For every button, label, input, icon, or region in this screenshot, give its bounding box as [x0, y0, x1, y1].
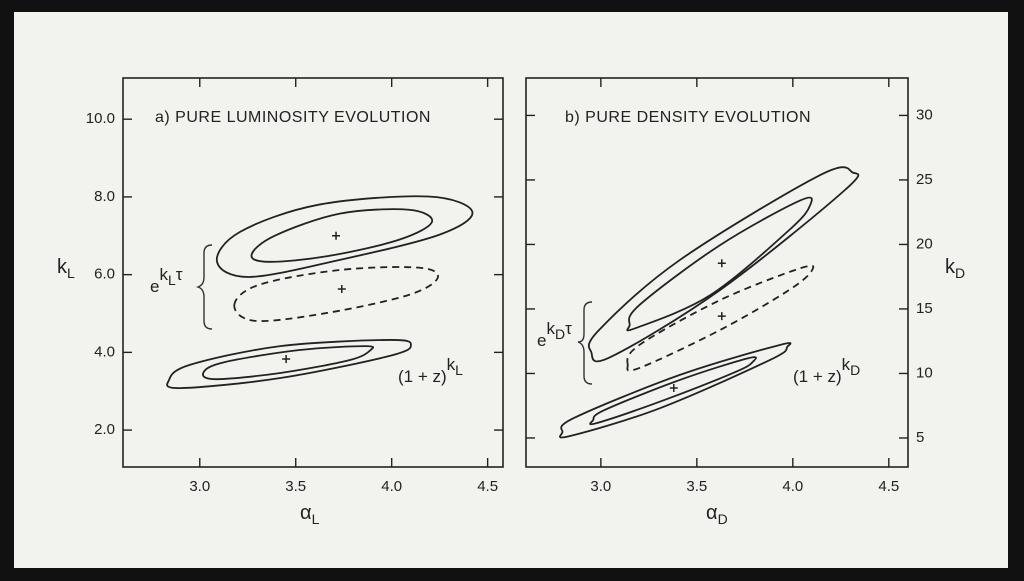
label-part: τ: [565, 319, 572, 338]
y-tick-label: 20: [916, 235, 933, 252]
slide: [14, 12, 1008, 568]
label-part: k: [945, 256, 956, 278]
annotation: ekDτ: [537, 319, 572, 350]
plot-frame: [122, 77, 504, 468]
best-fit-marker: [669, 384, 678, 393]
x-tick-label: 4.0: [782, 478, 803, 495]
y-axis-label: kD: [945, 256, 965, 280]
y-tick-label: 8.0: [94, 188, 115, 205]
label-part: e: [537, 331, 546, 350]
best-fit-marker: [717, 259, 726, 268]
label-part: k: [159, 265, 168, 284]
label-part: L: [312, 511, 320, 527]
label-part: D: [955, 265, 965, 281]
label-part: α: [300, 502, 312, 524]
label-part: D: [718, 511, 728, 527]
x-axis-label: αL: [300, 502, 320, 526]
best-fit-marker: [337, 285, 346, 294]
contour: [250, 208, 433, 263]
label-part: D: [850, 362, 860, 378]
annotation: ekLτ: [150, 265, 183, 296]
label-part: k: [842, 355, 851, 374]
label-part: D: [555, 326, 565, 342]
y-tick-label: 15: [916, 300, 933, 317]
y-tick-label: 10.0: [86, 110, 115, 127]
contour: [202, 345, 374, 381]
x-tick-label: 3.5: [686, 478, 707, 495]
label-part: α: [706, 502, 718, 524]
contour: [589, 356, 757, 426]
contour: [626, 196, 813, 332]
x-tick-label: 3.0: [189, 478, 210, 495]
annotation: (1 + z)kD: [793, 355, 860, 386]
y-tick-label: 5: [916, 429, 924, 446]
x-tick-label: 3.5: [285, 478, 306, 495]
label-part: (1 + z): [793, 367, 842, 386]
label-part: k: [447, 355, 456, 374]
label-part: τ: [176, 265, 183, 284]
contour: [233, 266, 439, 322]
label-part: (1 + z): [398, 367, 447, 386]
brace: [195, 244, 213, 330]
y-tick-label: 10: [916, 364, 933, 381]
x-tick-label: 4.5: [878, 478, 899, 495]
chart-title: a) PURE LUMINOSITY EVOLUTION: [155, 109, 431, 126]
y-axis-label: kL: [57, 256, 75, 280]
label-part: L: [67, 265, 75, 281]
contour: [166, 339, 412, 390]
contour: [215, 195, 474, 278]
contour: [626, 264, 815, 372]
y-tick-label: 2.0: [94, 421, 115, 438]
plot-frame: [525, 77, 909, 468]
label-part: L: [455, 362, 463, 378]
y-tick-label: 4.0: [94, 343, 115, 360]
annotation: (1 + z)kL: [398, 355, 463, 386]
y-tick-label: 25: [916, 171, 933, 188]
y-tick-label: 6.0: [94, 266, 115, 283]
label-part: k: [57, 256, 68, 278]
best-fit-marker: [332, 231, 341, 240]
best-fit-marker: [717, 312, 726, 321]
contour: [587, 166, 860, 363]
x-axis-label: αD: [706, 502, 728, 526]
label-part: k: [546, 319, 555, 338]
best-fit-marker: [282, 354, 291, 363]
x-tick-label: 4.0: [381, 478, 402, 495]
brace: [577, 301, 593, 385]
x-tick-label: 4.5: [477, 478, 498, 495]
contour: [559, 342, 792, 439]
y-tick-label: 30: [916, 106, 933, 123]
chart-title: b) PURE DENSITY EVOLUTION: [565, 109, 811, 126]
x-tick-label: 3.0: [590, 478, 611, 495]
label-part: e: [150, 277, 159, 296]
label-part: L: [168, 272, 176, 288]
